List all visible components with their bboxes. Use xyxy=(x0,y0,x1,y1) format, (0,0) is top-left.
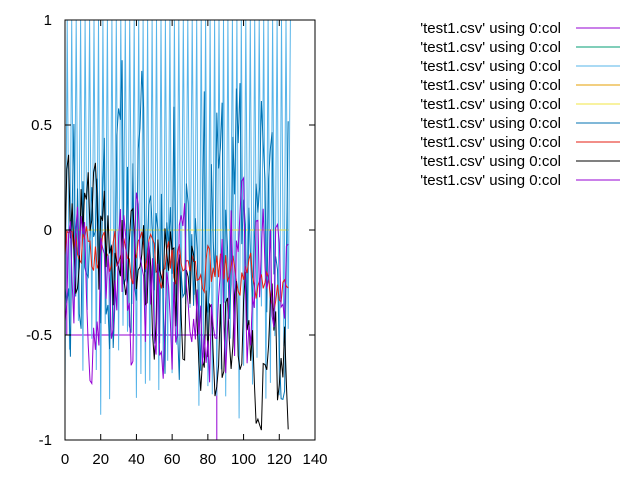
y-tick-label: 1 xyxy=(44,12,52,29)
x-tick-label: 80 xyxy=(200,451,217,468)
x-tick-label: 40 xyxy=(128,451,145,468)
legend-label-7: 'test1.csv' using 0:col xyxy=(420,134,561,151)
series-line-3 xyxy=(65,20,291,419)
legend-label-9: 'test1.csv' using 0:col xyxy=(420,172,561,189)
y-tick-label: 0 xyxy=(44,222,52,239)
series-layer xyxy=(65,20,291,440)
legend-label-3: 'test1.csv' using 0:col xyxy=(420,58,561,75)
series-line-8 xyxy=(65,154,289,431)
y-tick-label: -1 xyxy=(39,432,52,449)
axes-layer: 0 20 40 60 80 100 120 140 -1 -0.5 0 0.5 1 xyxy=(26,12,327,468)
legend-label-1: 'test1.csv' using 0:col xyxy=(420,20,561,37)
x-tick-label: 20 xyxy=(92,451,109,468)
series-line-7 xyxy=(65,226,289,311)
y-tick-label: 0.5 xyxy=(31,117,52,134)
y-tick-label: -0.5 xyxy=(26,327,52,344)
legend-label-8: 'test1.csv' using 0:col xyxy=(420,153,561,170)
legend-label-6: 'test1.csv' using 0:col xyxy=(420,115,561,132)
x-tick-label: 0 xyxy=(61,451,69,468)
legend-label-4: 'test1.csv' using 0:col xyxy=(420,77,561,94)
x-tick-label: 120 xyxy=(267,451,292,468)
x-tick-label: 100 xyxy=(231,451,256,468)
x-tick-label: 60 xyxy=(164,451,181,468)
series-line-9 xyxy=(65,176,289,386)
legend: 'test1.csv' using 0:col 'test1.csv' using… xyxy=(420,20,620,189)
legend-label-2: 'test1.csv' using 0:col xyxy=(420,39,561,56)
legend-label-5: 'test1.csv' using 0:col xyxy=(420,96,561,113)
x-tick-label: 140 xyxy=(302,451,327,468)
